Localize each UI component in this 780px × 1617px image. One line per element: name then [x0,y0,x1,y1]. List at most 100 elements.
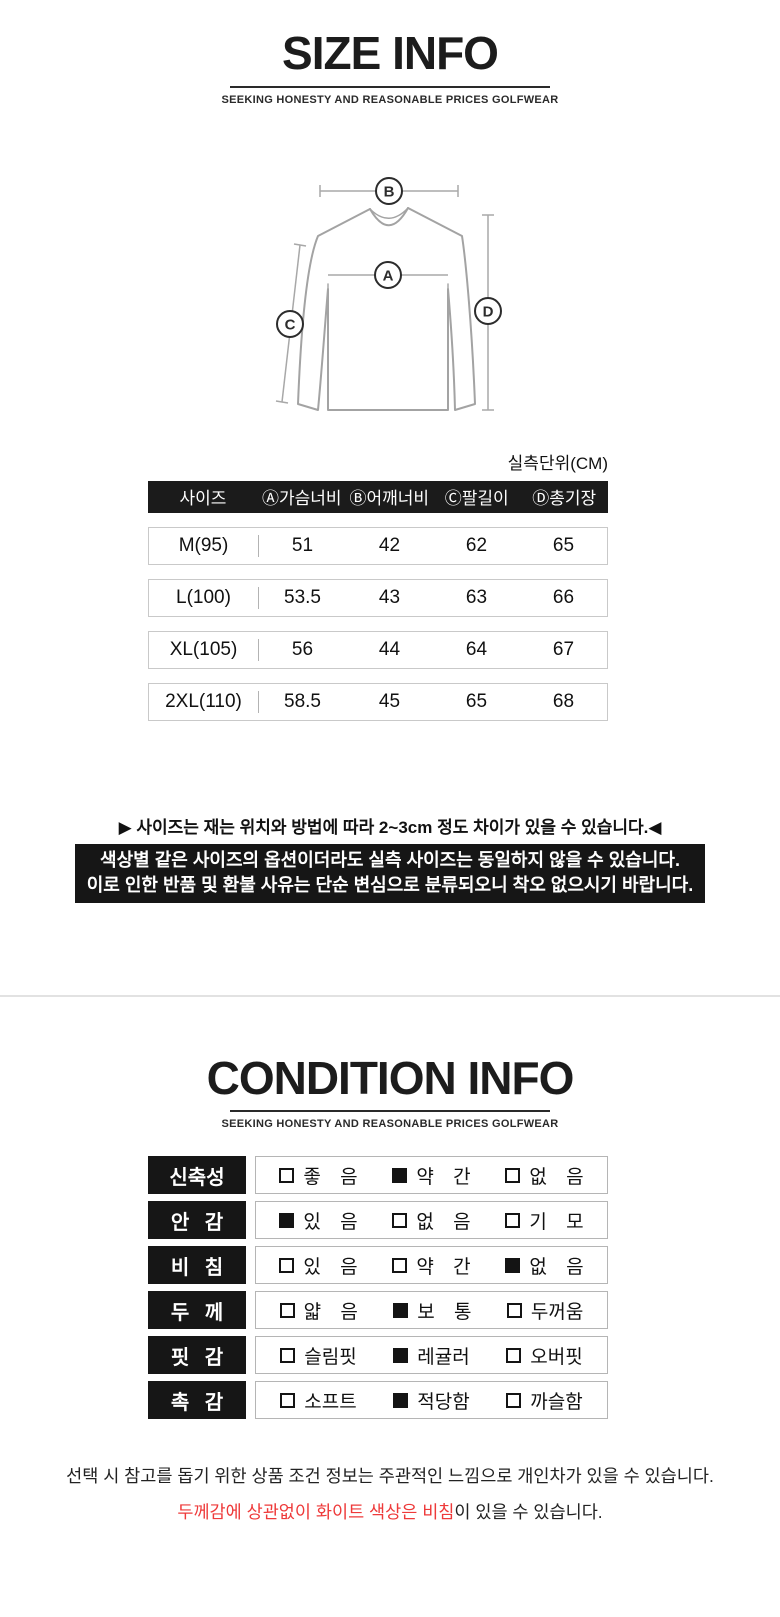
checkbox-icon [279,1302,295,1318]
condition-option: 약 간 [392,1162,471,1189]
condition-option-label: 소프트 [304,1391,357,1413]
checkbox-icon [506,1392,522,1408]
shirt-outline [297,206,476,411]
size-tolerance-notice: ▶ 사이즈는 재는 위치와 방법에 따라 2~3cm 정도 차이가 있을 수 있… [118,817,662,837]
checkbox-icon [392,1257,408,1273]
marker-D-letter: D [483,303,494,320]
cell-divider [258,638,259,661]
size-table-header: 사이즈 Ⓐ가슴너비 Ⓑ어깨너비 Ⓒ팔길이 Ⓓ총기장 [148,480,608,513]
condition-option: 있 음 [279,1252,358,1279]
condition-label: 두 께 [148,1291,246,1330]
condition-option-label: 있 음 [303,1211,358,1233]
sleeve-value: 65 [465,690,488,712]
size-info-section: SIZE INFO SEEKING HONESTY AND REASONABLE… [75,27,705,903]
section-divider [0,994,780,997]
checkbox-icon [393,1392,409,1408]
condition-options: 소프트 적당함 까슬함 [255,1381,608,1420]
condition-option-label: 두꺼움 [530,1301,584,1323]
sheer-warning-rest: 이 있을 수 있습니다. [454,1502,603,1523]
length-value: 66 [552,586,575,608]
measurement-unit-note: 실측단위(CM) [507,453,608,473]
size-warning-line2: 이로 인한 반품 및 환불 사유는 단순 변심으로 분류되오니 착오 없으시기 … [86,874,694,895]
condition-option-label: 보 통 [417,1301,472,1323]
checkbox-icon [393,1302,409,1318]
condition-option-label: 기 모 [529,1211,584,1233]
size-table-row: XL(105) 56 44 64 67 [148,630,608,669]
condition-label: 촉 감 [148,1381,246,1420]
size-label: XL(105) [169,638,238,660]
checkbox-icon [280,1347,296,1363]
header-length: Ⓓ총기장 [532,489,597,509]
sheer-warning-red: 두께감에 상관없이 화이트 색상은 비침 [177,1502,455,1523]
shirt-measurement-diagram: B A C D [225,158,555,435]
sleeve-value: 64 [465,638,488,660]
size-warning-line1: 색상별 같은 사이즈의 옵션이더라도 실측 사이즈는 동일하지 않을 수 있습니… [100,849,680,870]
checkbox-icon [279,1257,295,1273]
shoulder-value: 43 [378,586,401,608]
condition-table: 신축성 좋 음 약 간 없 음 안 감 [148,1156,608,1420]
condition-label: 신축성 [148,1156,246,1195]
size-info-title: SIZE INFO [282,27,499,79]
size-table-row: 2XL(110) 58.5 45 65 68 [148,682,608,721]
header-chest: Ⓐ가슴너비 [261,489,342,509]
length-value: 67 [552,638,575,660]
size-table-row: L(100) 53.5 43 63 66 [148,578,608,617]
size-label: 2XL(110) [165,690,242,712]
checkbox-icon [506,1347,522,1363]
condition-option-label: 없 음 [529,1256,584,1278]
marker-B-letter: B [384,183,395,200]
condition-label: 비 침 [148,1246,246,1285]
chest-value: 58.5 [284,690,321,712]
condition-option: 약 간 [392,1252,471,1279]
sleeve-value: 63 [465,586,488,608]
marker-C: C [276,309,304,338]
checkbox-icon [280,1392,296,1408]
checkbox-icon [505,1212,521,1228]
condition-option: 없 음 [505,1252,584,1279]
condition-options: 있 음 없 음 기 모 [255,1201,608,1240]
condition-options: 좋 음 약 간 없 음 [255,1156,608,1195]
shoulder-value: 44 [378,638,401,660]
condition-option: 까슬함 [506,1387,583,1414]
condition-options: 슬림핏 레귤러 오버핏 [255,1336,608,1375]
checkbox-icon [279,1167,295,1183]
chest-value: 56 [291,638,314,660]
header-sleeve: Ⓒ팔길이 [444,489,509,509]
condition-option-label: 없 음 [416,1211,471,1233]
condition-option-label: 레귤러 [417,1346,470,1368]
condition-label: 안 감 [148,1201,246,1240]
cell-divider [258,534,259,557]
condition-option-label: 약 간 [416,1256,471,1278]
condition-option: 없 음 [392,1207,471,1234]
shirt-diagram-svg: B A C D [275,176,502,411]
condition-option: 기 모 [505,1207,584,1234]
condition-option: 좋 음 [279,1162,358,1189]
size-warning-box: 색상별 같은 사이즈의 옵션이더라도 실측 사이즈는 동일하지 않을 수 있습니… [75,843,705,903]
header-size: 사이즈 [179,489,227,509]
marker-B: B [375,176,403,205]
condition-option: 적당함 [393,1387,470,1414]
condition-info-section: CONDITION INFO SEEKING HONESTY AND REASO… [0,997,780,1615]
condition-option-label: 슬림핏 [304,1346,357,1368]
cell-divider [258,690,259,713]
size-label: M(95) [178,534,229,556]
condition-info-subtitle: SEEKING HONESTY AND REASONABLE PRICES GO… [221,1118,559,1131]
size-table-row: M(95) 51 42 62 65 [148,526,608,565]
condition-option: 레귤러 [393,1342,470,1369]
condition-option: 두꺼움 [506,1297,584,1324]
condition-option: 보 통 [393,1297,472,1324]
marker-C-letter: C [285,316,296,333]
shoulder-value: 45 [378,690,401,712]
condition-disclaimer: 선택 시 참고를 돕기 위한 상품 조건 정보는 주관적인 느낌으로 개인차가 … [66,1466,714,1487]
size-info-subtitle: SEEKING HONESTY AND REASONABLE PRICES GO… [221,93,559,106]
condition-row-thickness: 두 께 얇 음 보 통 두꺼움 [148,1291,608,1330]
condition-row-sheer: 비 침 있 음 약 간 없 음 [148,1246,608,1285]
condition-options: 얇 음 보 통 두꺼움 [255,1291,608,1330]
condition-row-texture: 촉 감 소프트 적당함 까슬함 [148,1381,608,1420]
condition-option-label: 약 간 [416,1166,471,1188]
title-divider [230,1110,550,1113]
condition-info-title: CONDITION INFO [206,1051,575,1104]
condition-options: 있 음 약 간 없 음 [255,1246,608,1285]
checkbox-icon [505,1167,521,1183]
condition-row-stretch: 신축성 좋 음 약 간 없 음 [148,1156,608,1195]
